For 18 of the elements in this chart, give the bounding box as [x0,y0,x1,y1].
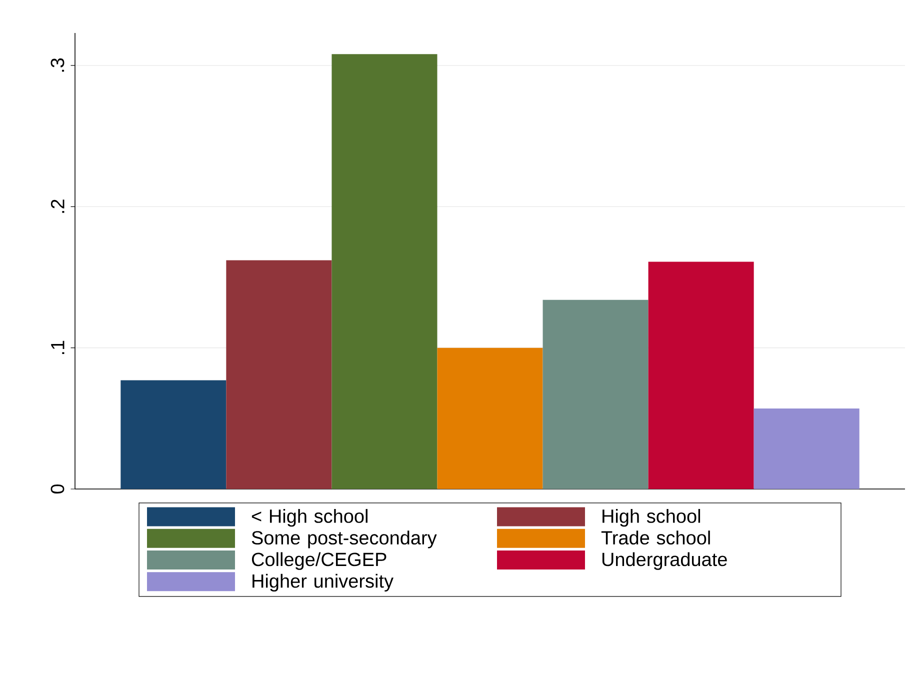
legend-label: Some post-secondary [252,530,437,548]
legend-label: College/CEGEP [252,552,386,570]
bar [754,408,860,489]
legend-label: Higher university [252,574,394,592]
legend-label: High school [602,508,700,527]
y-tick-label: .1 [51,340,64,354]
y-tick-label: 0 [50,484,64,494]
bar [542,300,648,489]
y-tick-label: .2 [50,200,64,213]
bar [120,380,226,489]
y-tick-label: .3 [50,58,64,72]
bar [437,348,543,489]
legend-label: < High school [252,508,368,527]
bar [332,54,438,489]
legend-label: Undergraduate [602,552,727,570]
bar [226,260,332,489]
bar [648,262,754,489]
legend-label: Trade school [601,530,710,545]
